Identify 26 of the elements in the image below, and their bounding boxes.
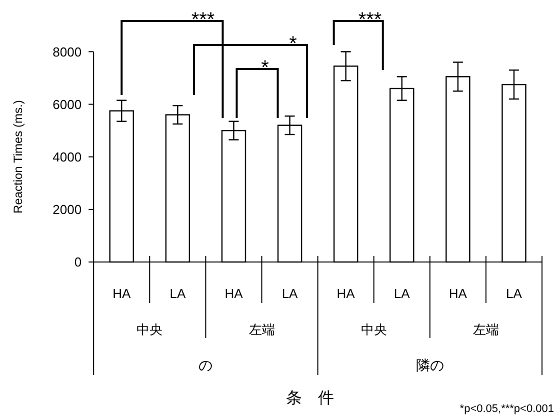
text: ***: [191, 9, 215, 31]
x-tick-label: LA: [170, 286, 186, 301]
text: ***: [358, 9, 382, 31]
x-tick-label: LA: [394, 286, 410, 301]
y-tick-label: 4000: [52, 149, 82, 164]
annotation: *: [289, 33, 298, 55]
text: *p<0.05,***p<0.001: [460, 403, 554, 415]
text: 左端: [248, 322, 275, 337]
text: 条 件: [286, 390, 334, 407]
x-tick-label: HA: [448, 286, 468, 301]
text: 中央: [136, 322, 163, 337]
text: 中央: [360, 322, 387, 337]
y-tick-label: 6000: [52, 96, 82, 112]
x-tick-label: HA: [336, 286, 356, 301]
y-tick-label: 0: [74, 254, 82, 270]
text: の: [198, 357, 213, 373]
text: 隣の: [416, 357, 444, 373]
y-tick-label: 8000: [52, 44, 82, 60]
y-axis-title: Reaction Times (ms.): [11, 100, 25, 214]
annotation: *: [261, 57, 270, 79]
x-tick-label: HA: [224, 286, 244, 301]
x-tick-label: LA: [282, 286, 298, 301]
x-tick-label: HA: [112, 286, 131, 301]
y-tick-label: 2000: [52, 202, 82, 217]
text: 左端: [472, 322, 499, 337]
x-tick-label: LA: [506, 286, 522, 301]
